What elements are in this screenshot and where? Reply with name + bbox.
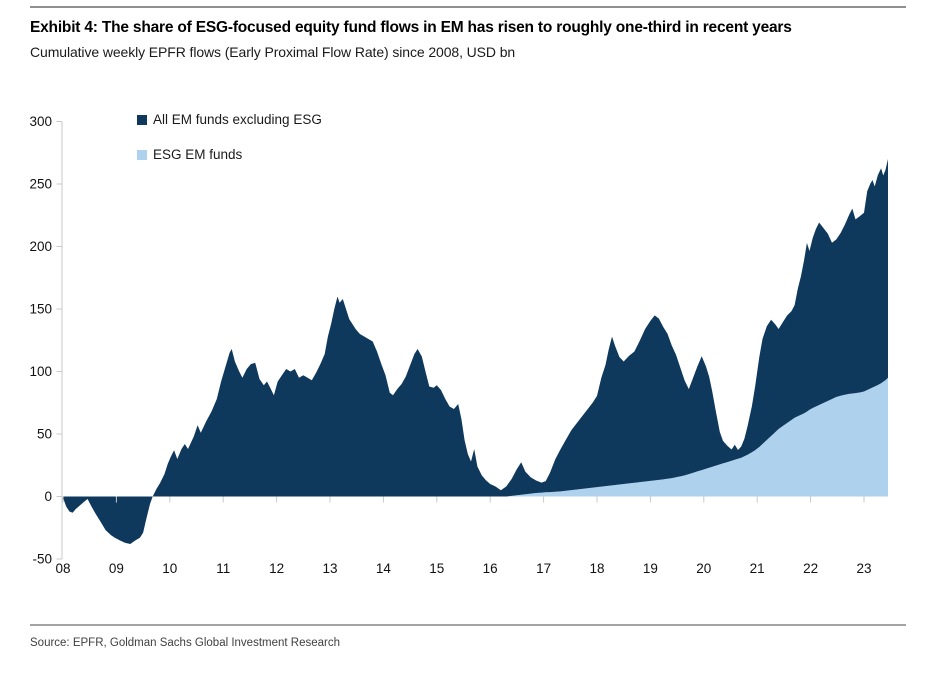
y-axis-tick-label: 100 bbox=[29, 364, 52, 379]
x-axis-tick-label: 09 bbox=[109, 561, 124, 576]
bottom-divider bbox=[30, 624, 906, 626]
esg-area bbox=[506, 377, 888, 497]
y-axis-tick-label: 150 bbox=[29, 302, 52, 317]
chart-legend: All EM funds excluding ESG ESG EM funds bbox=[137, 112, 322, 182]
x-axis-tick-label: 23 bbox=[856, 561, 871, 576]
non-esg-area bbox=[63, 159, 888, 544]
legend-label: ESG EM funds bbox=[153, 147, 243, 162]
x-axis-tick-label: 21 bbox=[750, 561, 765, 576]
non-esg-swatch-icon bbox=[137, 114, 147, 125]
y-axis-tick-label: 50 bbox=[37, 427, 52, 442]
x-axis-tick-label: 14 bbox=[376, 561, 392, 576]
source-note: Source: EPFR, Goldman Sachs Global Inves… bbox=[30, 637, 341, 649]
y-axis-tick-label: 200 bbox=[29, 239, 52, 254]
y-axis-tick-label: 300 bbox=[29, 114, 52, 129]
legend-item-esg: ESG EM funds bbox=[137, 147, 322, 162]
exhibit-title: Exhibit 4: The share of ESG-focused equi… bbox=[30, 19, 792, 36]
x-axis-tick-label: 20 bbox=[696, 561, 711, 576]
legend-item-non-esg: All EM funds excluding ESG bbox=[137, 112, 322, 127]
x-axis-tick-label: 11 bbox=[216, 561, 230, 576]
chart-subtitle: Cumulative weekly EPFR flows (Early Prox… bbox=[30, 44, 516, 60]
x-axis-tick-label: 08 bbox=[55, 561, 70, 576]
x-axis-tick-label: 18 bbox=[589, 561, 604, 576]
x-axis-tick-label: 12 bbox=[269, 561, 284, 576]
x-axis-tick-label: 17 bbox=[536, 561, 551, 576]
x-axis-tick-label: 19 bbox=[643, 561, 658, 576]
esg-swatch-icon bbox=[137, 149, 147, 160]
top-divider bbox=[30, 6, 906, 8]
x-axis-tick-label: 16 bbox=[483, 561, 498, 576]
legend-label: All EM funds excluding ESG bbox=[153, 112, 322, 127]
y-axis-tick-label: 0 bbox=[44, 489, 52, 504]
x-axis-tick-label: 10 bbox=[162, 561, 177, 576]
y-axis-tick-label: 250 bbox=[29, 177, 52, 192]
y-axis-tick-label: -50 bbox=[32, 552, 52, 567]
x-axis-tick-label: 22 bbox=[803, 561, 818, 576]
x-axis-tick-label: 15 bbox=[429, 561, 444, 576]
x-axis-tick-label: 13 bbox=[322, 561, 337, 576]
